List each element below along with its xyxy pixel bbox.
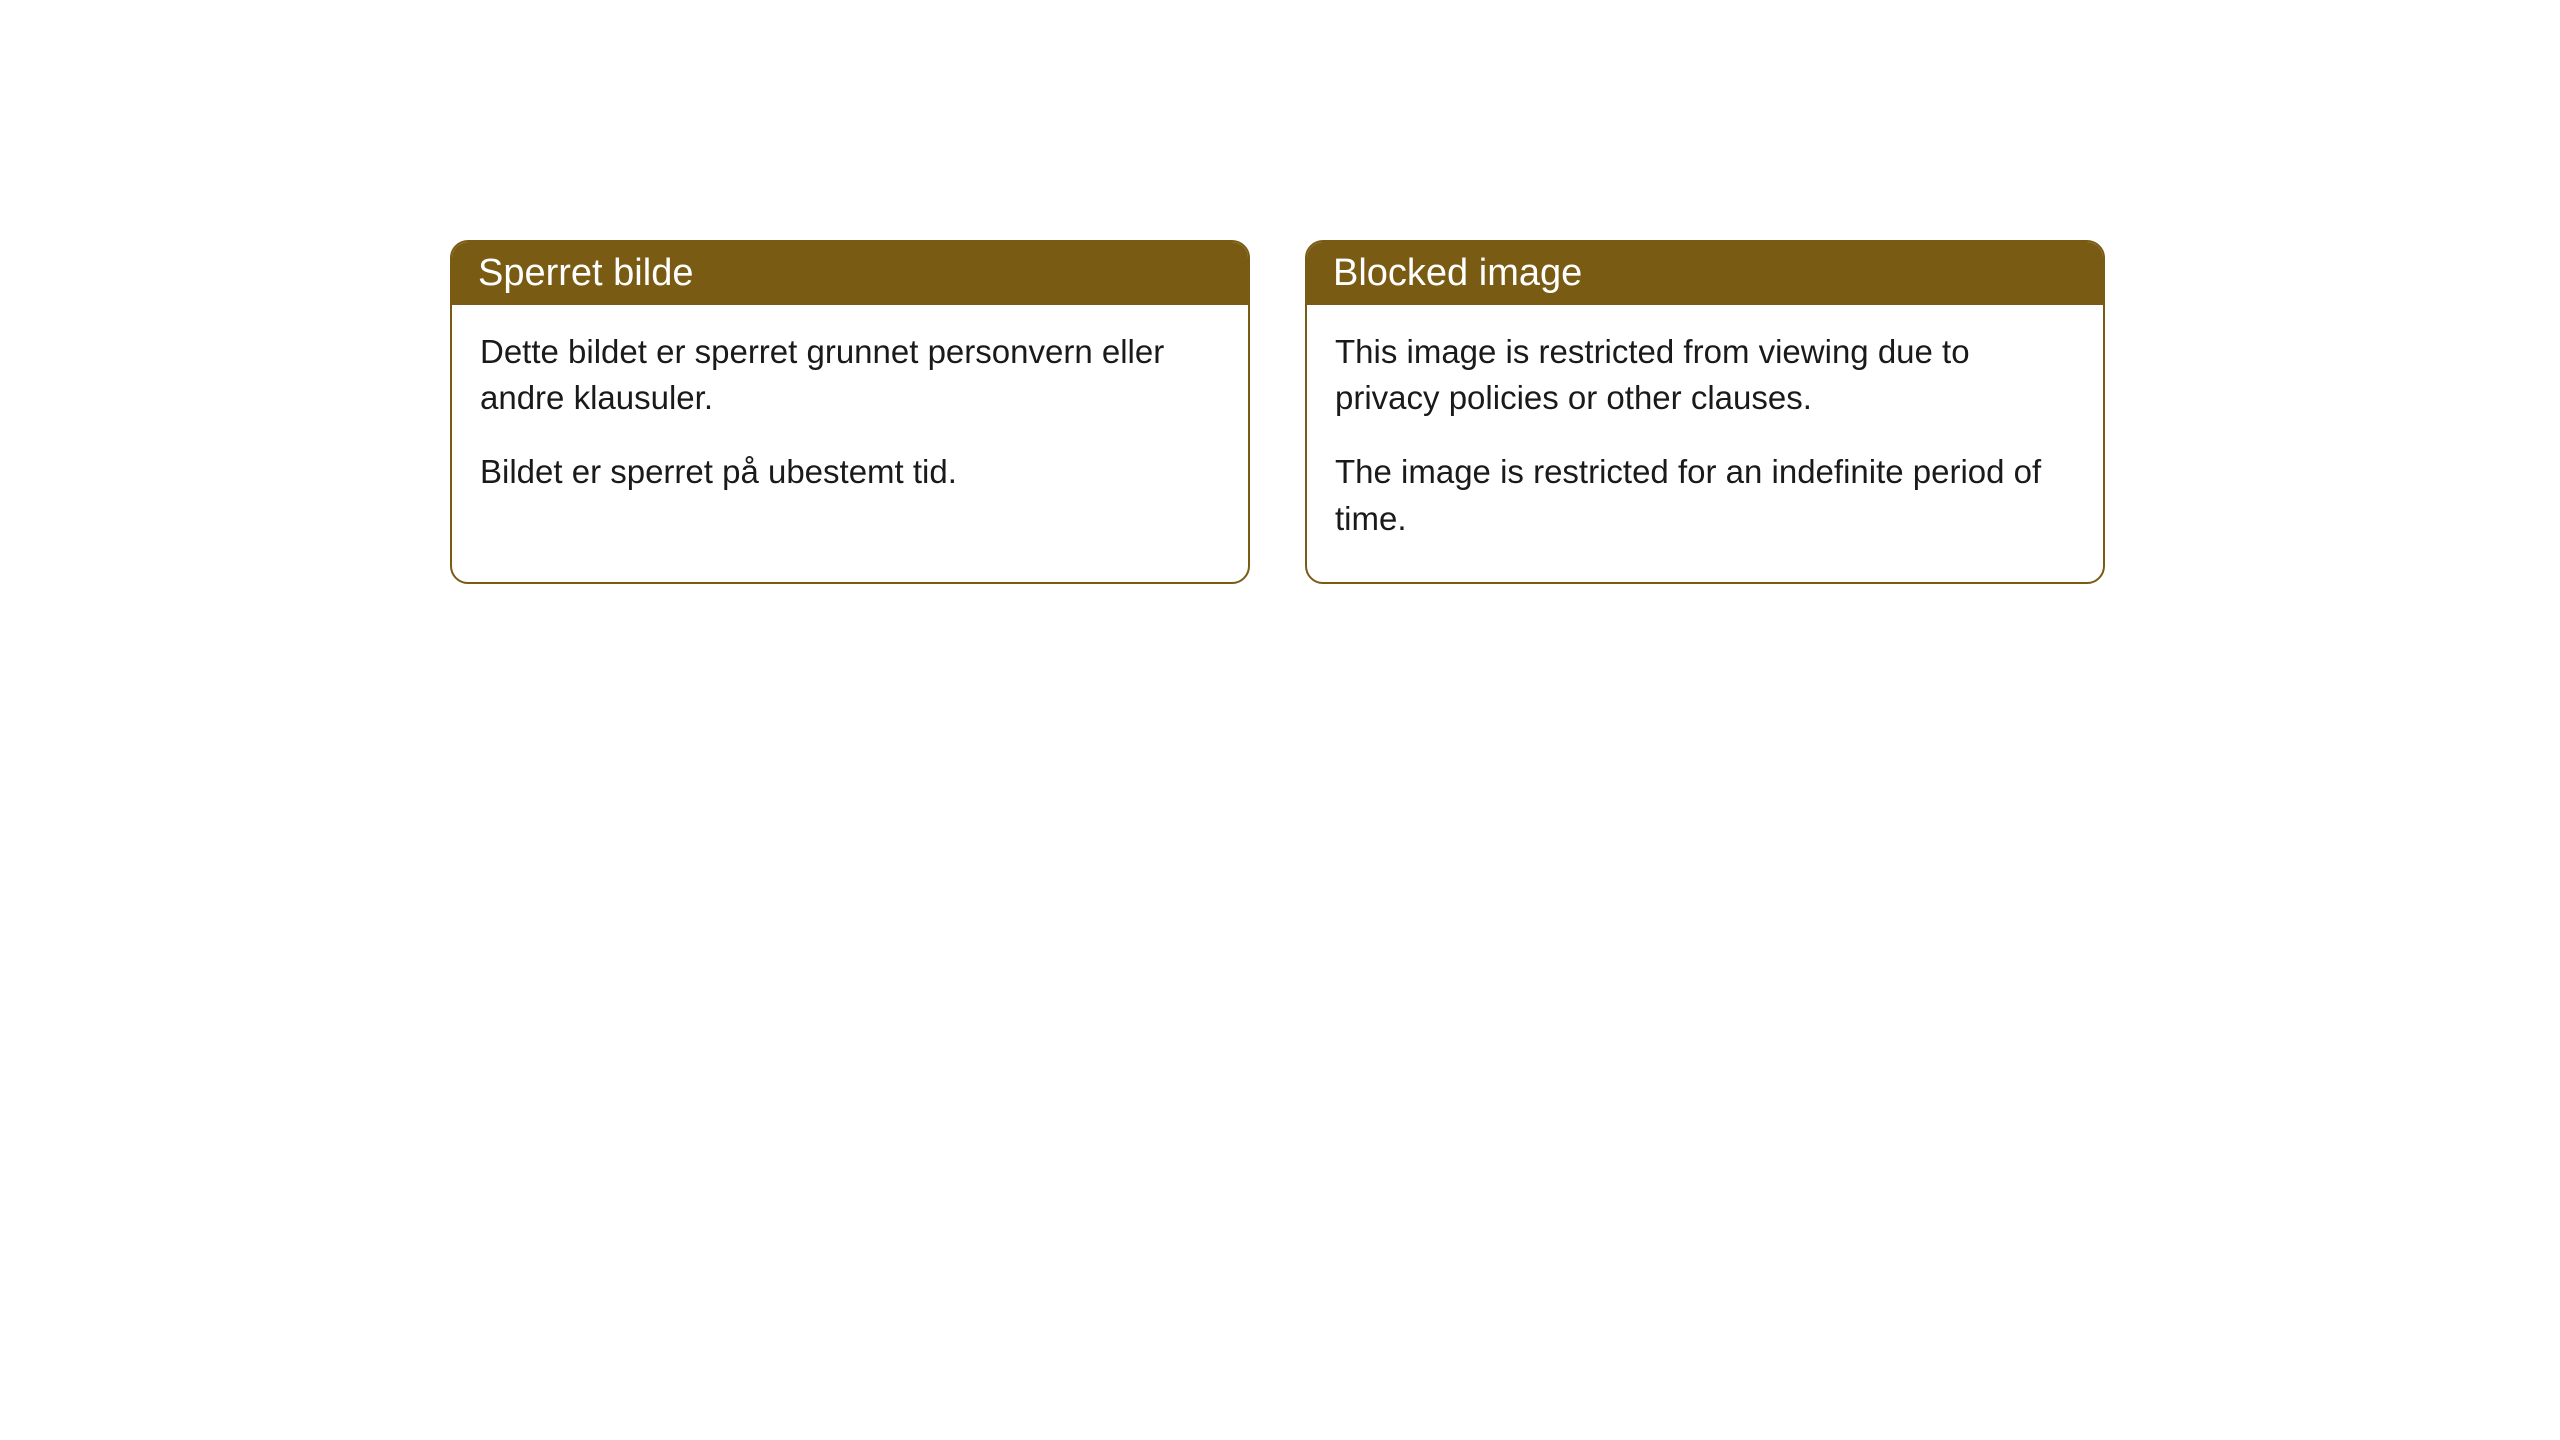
card-paragraph: Dette bildet er sperret grunnet personve… <box>480 329 1220 421</box>
notice-cards-container: Sperret bilde Dette bildet er sperret gr… <box>450 240 2105 584</box>
card-paragraph: Bildet er sperret på ubestemt tid. <box>480 449 1220 495</box>
card-title: Blocked image <box>1333 252 1582 294</box>
card-header: Blocked image <box>1307 242 2103 305</box>
card-body: This image is restricted from viewing du… <box>1307 305 2103 582</box>
card-paragraph: The image is restricted for an indefinit… <box>1335 449 2075 541</box>
card-paragraph: This image is restricted from viewing du… <box>1335 329 2075 421</box>
card-body: Dette bildet er sperret grunnet personve… <box>452 305 1248 536</box>
card-header: Sperret bilde <box>452 242 1248 305</box>
blocked-image-card-norwegian: Sperret bilde Dette bildet er sperret gr… <box>450 240 1250 584</box>
card-title: Sperret bilde <box>478 252 693 294</box>
blocked-image-card-english: Blocked image This image is restricted f… <box>1305 240 2105 584</box>
